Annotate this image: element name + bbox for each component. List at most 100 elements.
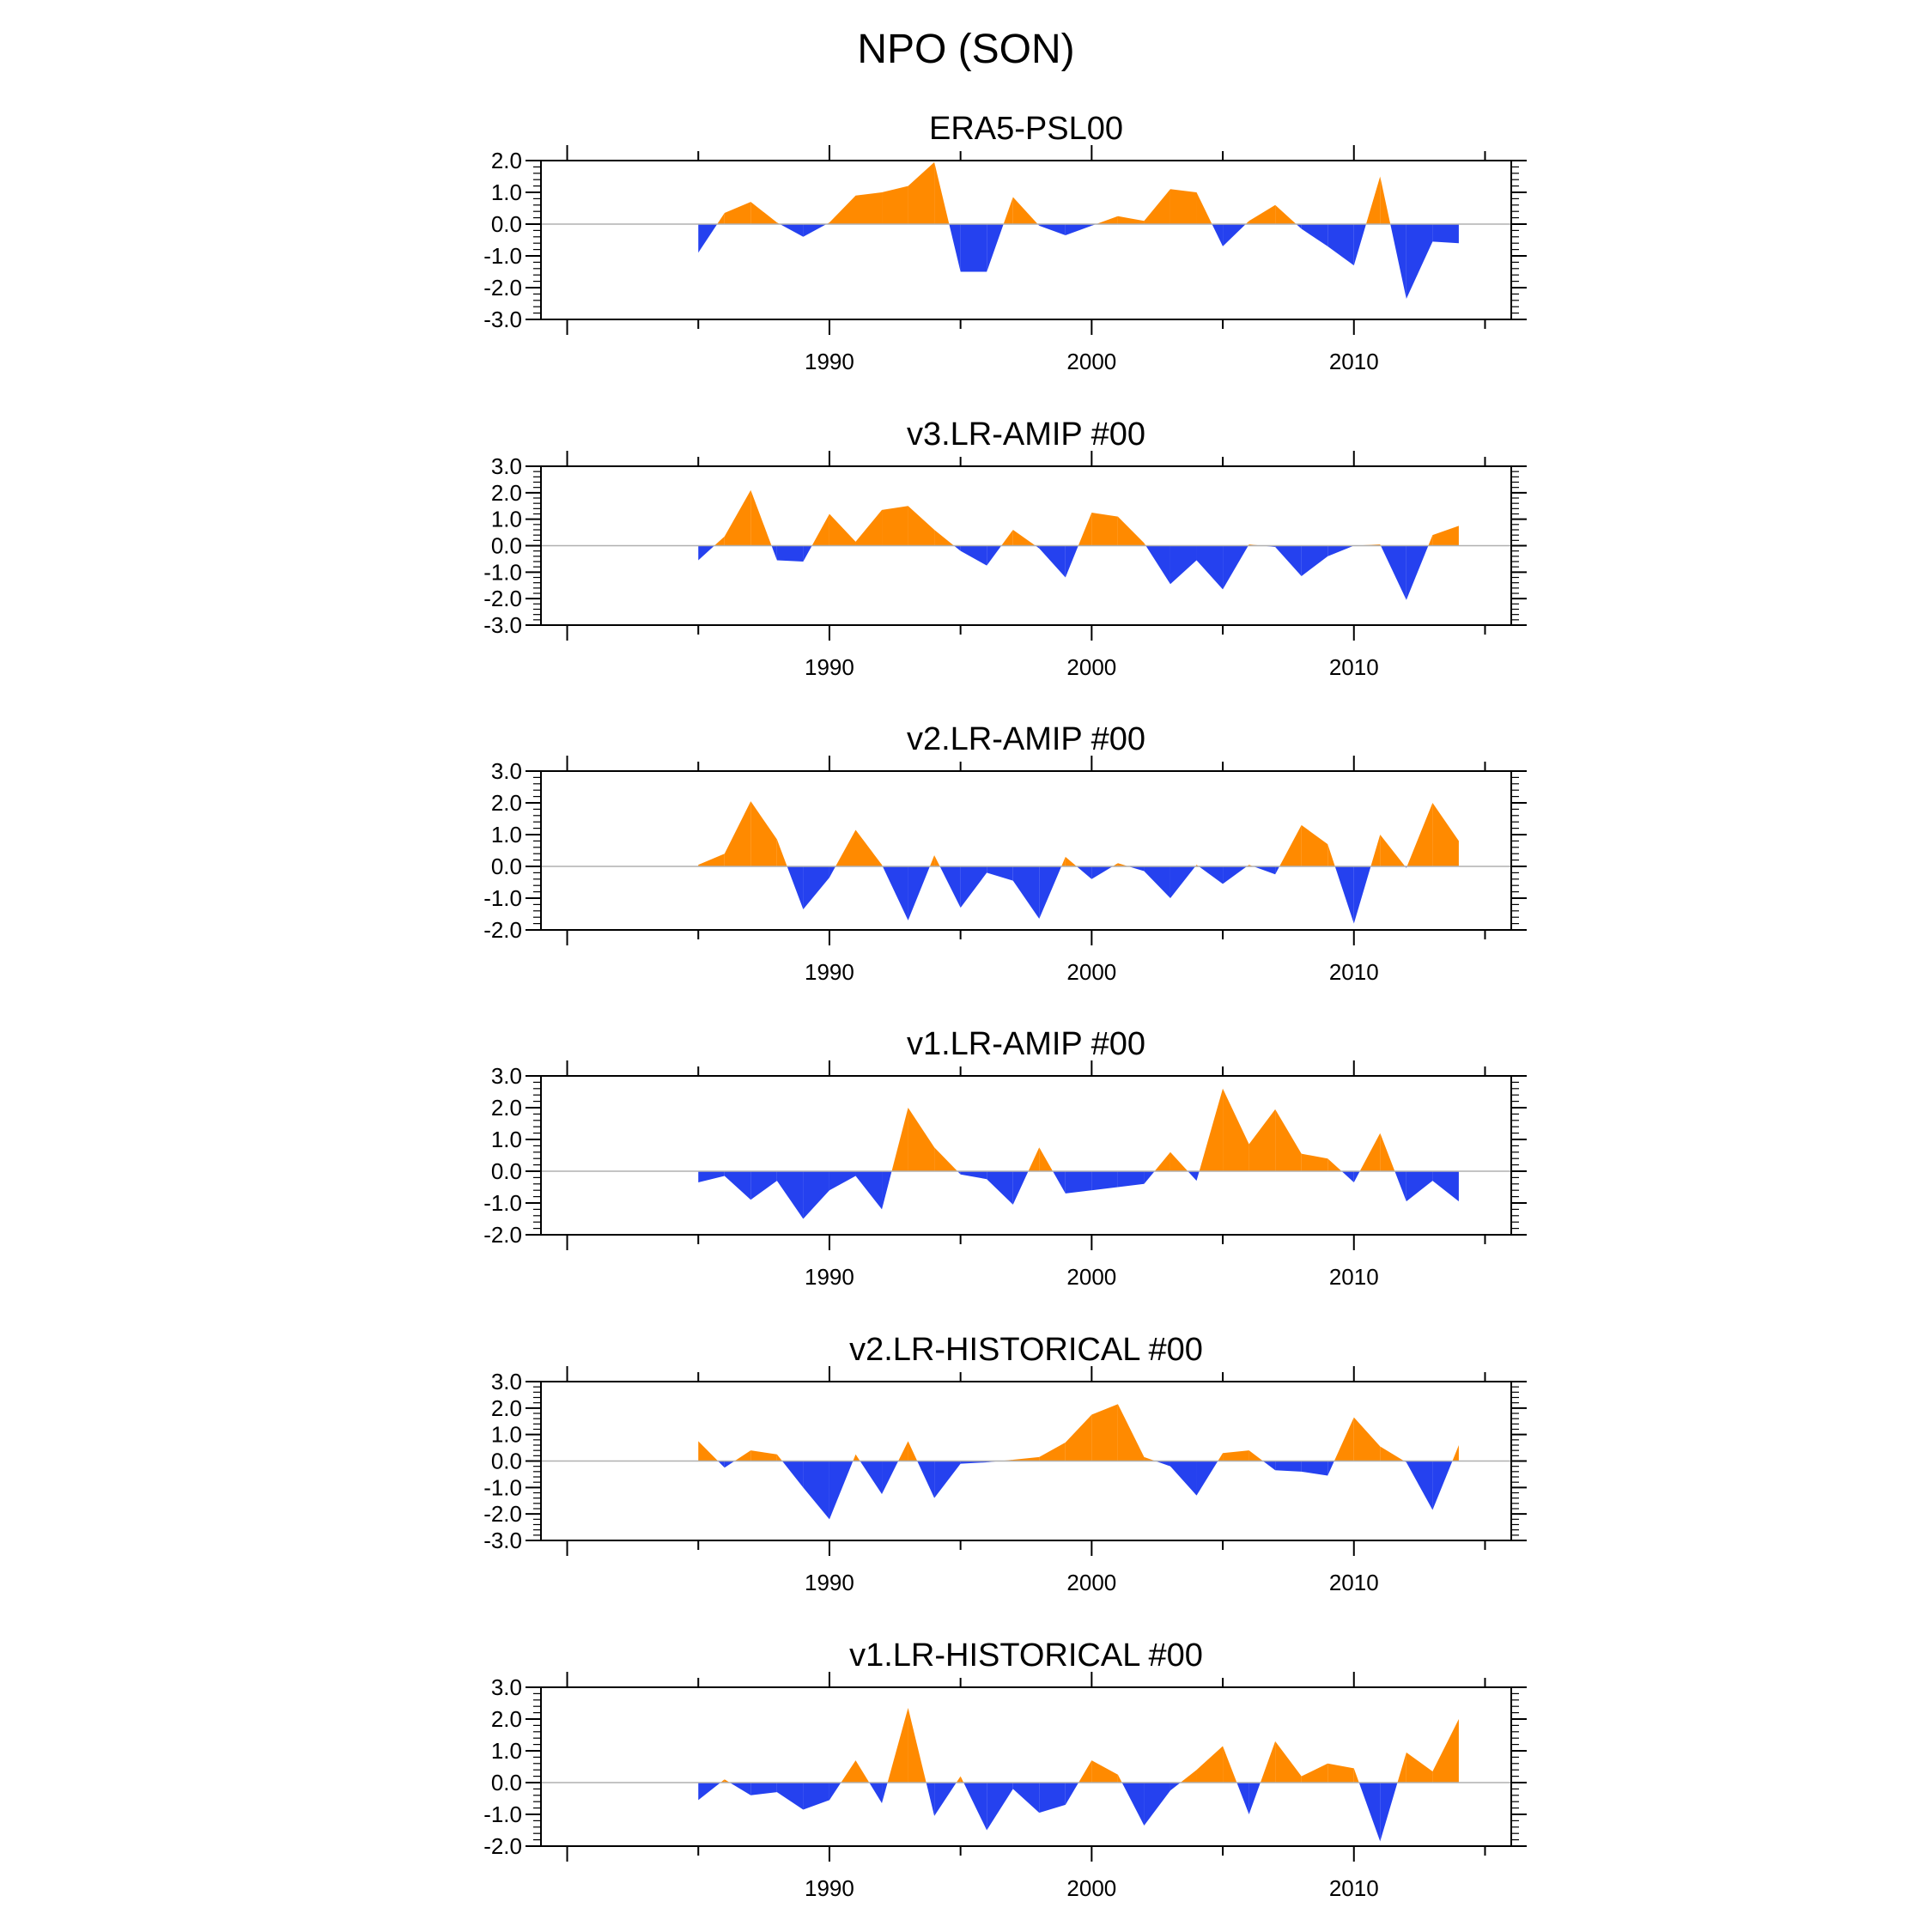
positive-anomaly-area: [1327, 844, 1335, 866]
positive-anomaly-area: [1260, 1741, 1276, 1783]
y-tick-label: 2.0: [491, 148, 522, 173]
positive-anomaly-area: [929, 855, 935, 866]
positive-anomaly-area: [1091, 1760, 1118, 1783]
positive-anomaly-area: [1065, 856, 1077, 866]
positive-anomaly-area: [908, 1108, 935, 1171]
negative-anomaly-area: [963, 1783, 987, 1831]
positive-anomaly-area: [1327, 1763, 1354, 1783]
positive-anomaly-area: [855, 509, 883, 546]
positive-anomaly-area: [956, 1776, 961, 1783]
positive-anomaly-area: [1117, 216, 1145, 224]
y-tick-label: 0.0: [491, 211, 522, 237]
y-tick-label: -1.0: [483, 1474, 522, 1500]
panel-title: v2.LR-AMIP #00: [907, 721, 1145, 757]
negative-anomaly-area: [1076, 866, 1092, 879]
y-tick-label: 2.0: [491, 1706, 522, 1732]
x-tick-label: 1990: [805, 1875, 854, 1901]
positive-anomaly-area: [853, 1454, 856, 1461]
x-tick-label: 2010: [1329, 959, 1379, 985]
x-tick-label: 2010: [1329, 1875, 1379, 1901]
negative-anomaly-area: [1053, 1171, 1066, 1194]
positive-anomaly-area: [887, 1708, 908, 1783]
negative-anomaly-area: [1012, 866, 1040, 920]
x-tick-label: 2000: [1066, 1570, 1116, 1595]
negative-anomaly-area: [1199, 866, 1224, 884]
positive-anomaly-area: [1144, 1456, 1156, 1461]
y-tick-label: -2.0: [483, 275, 522, 301]
positive-anomaly-area: [1432, 803, 1459, 866]
negative-anomaly-area: [1327, 224, 1354, 266]
negative-anomaly-area: [1301, 545, 1328, 576]
panel-title: v2.LR-HISTORICAL #00: [849, 1332, 1203, 1368]
positive-anomaly-area: [934, 530, 955, 546]
negative-anomaly-area: [1039, 545, 1066, 578]
negative-anomaly-area: [1358, 1783, 1381, 1842]
panel-4: v1.LR-AMIP #00 3.0 2.0 1.0 0.0 -1.0 -2.0 1990 20…: [483, 1026, 1527, 1290]
x-tick-label: 2000: [1066, 349, 1116, 374]
negative-anomaly-area: [1432, 224, 1459, 244]
negative-anomaly-area: [1223, 224, 1246, 246]
positive-anomaly-area: [829, 513, 856, 546]
positive-anomaly-area: [724, 1779, 730, 1783]
negative-anomaly-area: [1223, 545, 1249, 590]
positive-anomaly-area: [724, 202, 751, 224]
y-tick-label: 1.0: [491, 507, 522, 532]
negative-anomaly-area: [1170, 545, 1197, 585]
positive-anomaly-area: [1180, 1770, 1197, 1783]
positive-anomaly-area: [1275, 1741, 1302, 1783]
positive-anomaly-area: [1196, 1746, 1224, 1783]
negative-anomaly-area: [1296, 224, 1302, 229]
positive-anomaly-area: [960, 1776, 964, 1783]
negative-anomaly-area: [917, 1461, 935, 1498]
negative-anomaly-area: [954, 545, 961, 551]
positive-anomaly-area: [934, 855, 940, 866]
x-tick-label: 1990: [805, 1570, 854, 1595]
positive-anomaly-area: [1223, 1088, 1249, 1171]
y-tick-label: 0.0: [491, 1449, 522, 1474]
negative-anomaly-area: [855, 1171, 883, 1210]
positive-anomaly-area: [1353, 1417, 1381, 1461]
y-tick-label: 1.0: [491, 179, 522, 205]
negative-anomaly-area: [1039, 866, 1062, 920]
negative-anomaly-area: [1039, 224, 1066, 235]
negative-anomaly-area: [1380, 1783, 1398, 1842]
plot-frame: [540, 160, 1512, 320]
negative-anomaly-area: [780, 224, 804, 237]
negative-anomaly-area: [869, 1783, 883, 1804]
negative-anomaly-area: [1091, 1171, 1118, 1191]
negative-anomaly-area: [1012, 1783, 1040, 1814]
negative-anomaly-area: [1145, 545, 1170, 585]
positive-anomaly-area: [1279, 824, 1302, 866]
negative-anomaly-area: [960, 545, 987, 566]
plot-frame: [540, 1686, 1512, 1847]
positive-anomaly-area: [1275, 1109, 1302, 1171]
y-tick-label: 3.0: [491, 1063, 522, 1089]
x-tick-label: 2000: [1066, 959, 1116, 985]
negative-anomaly-area: [787, 866, 804, 909]
positive-anomaly-area: [1065, 1414, 1092, 1461]
positive-anomaly-area: [1428, 535, 1433, 546]
x-tick-label: 1990: [805, 349, 854, 374]
positive-anomaly-area: [1249, 1109, 1276, 1171]
negative-anomaly-area: [1155, 1461, 1170, 1467]
positive-anomaly-area: [1334, 1417, 1354, 1461]
positive-anomaly-area: [750, 801, 777, 866]
positive-anomaly-area: [1249, 204, 1276, 224]
negative-anomaly-area: [960, 1171, 987, 1180]
y-tick-label: 1.0: [491, 1127, 522, 1152]
x-tick-label: 2010: [1329, 654, 1379, 680]
y-tick-label: -1.0: [483, 1190, 522, 1216]
negative-anomaly-area: [1065, 224, 1092, 235]
panel-5: v2.LR-HISTORICAL #00 3.02.01.00.0-1.0-2.0…: [483, 1332, 1527, 1595]
x-tick-label: 1990: [805, 654, 854, 680]
x-tick-label: 2000: [1066, 654, 1116, 680]
negative-anomaly-area: [729, 1783, 751, 1795]
negative-anomaly-area: [750, 1171, 777, 1200]
positive-anomaly-area: [1117, 863, 1129, 866]
positive-anomaly-area: [1144, 189, 1170, 224]
negative-anomaly-area: [1144, 866, 1170, 898]
positive-anomaly-area: [720, 1779, 725, 1783]
negative-anomaly-area: [1170, 1461, 1197, 1496]
y-tick-label: -3.0: [483, 307, 522, 332]
